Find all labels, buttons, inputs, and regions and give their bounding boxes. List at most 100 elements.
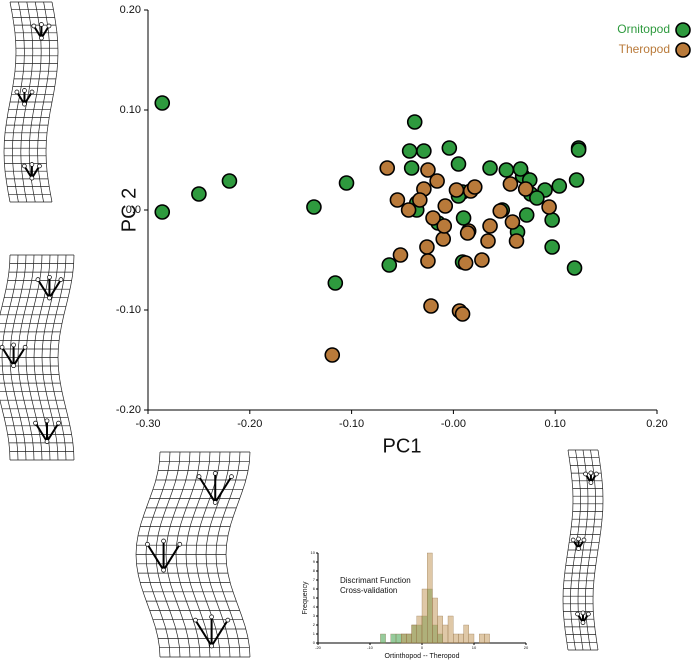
point — [551, 178, 568, 194]
legend-label: Theropod — [619, 42, 670, 56]
point — [403, 160, 420, 176]
landmark — [212, 500, 218, 505]
landmark — [31, 23, 37, 29]
histogram-bar — [395, 633, 402, 644]
landmark — [29, 162, 35, 167]
landmark — [46, 23, 52, 29]
histogram-bar — [406, 633, 412, 644]
histogram-bar — [447, 615, 454, 644]
landmark — [580, 620, 586, 625]
landmark — [145, 541, 150, 547]
inset-x-tick-label: 10 — [472, 645, 477, 650]
landmark — [229, 474, 234, 479]
point — [517, 181, 534, 197]
point — [416, 143, 432, 159]
point — [541, 199, 557, 215]
histogram-bar — [390, 633, 397, 644]
inset-x-label: Ortinthopod -- Theropod — [385, 653, 460, 660]
footprint — [1, 344, 26, 367]
inset-title: Discrimant Function — [340, 576, 411, 585]
point — [529, 190, 545, 206]
landmark — [29, 175, 35, 181]
x-tick-label: -0.10 — [339, 418, 364, 430]
point — [566, 260, 583, 276]
landmark — [39, 22, 44, 27]
inset-y-tick-label: 9 — [313, 559, 316, 564]
point — [379, 160, 396, 176]
point — [327, 275, 344, 291]
landmark — [35, 277, 41, 282]
point — [154, 204, 171, 220]
point — [518, 207, 535, 223]
point — [544, 239, 560, 255]
landmark — [58, 277, 64, 282]
point — [450, 156, 467, 172]
point — [570, 142, 587, 158]
point — [406, 114, 423, 130]
point — [455, 210, 472, 226]
histogram-bar — [458, 633, 464, 644]
histogram-bar — [380, 633, 386, 644]
landmark — [593, 471, 599, 477]
landmark — [44, 418, 50, 424]
inset-y-tick-label: 3 — [313, 613, 316, 618]
histogram-bar — [432, 597, 438, 644]
landmark — [209, 643, 214, 649]
inset-y-tick-label: 1 — [313, 631, 316, 636]
inset-y-tick-label: 4 — [313, 604, 316, 609]
deformation-grids — [0, 1, 604, 658]
landmark — [37, 163, 42, 169]
landmark — [47, 295, 52, 301]
landmark — [177, 541, 183, 547]
grid-mesh — [0, 254, 75, 461]
landmark — [583, 471, 588, 477]
landmark — [56, 420, 61, 426]
inset-y-tick-label: 8 — [313, 568, 316, 573]
histogram-bar — [484, 633, 490, 644]
histogram-bar — [479, 633, 485, 644]
point — [568, 172, 585, 188]
landmark — [21, 163, 27, 169]
point — [504, 214, 521, 230]
inset-y-tick-label: 5 — [313, 595, 316, 600]
landmark — [39, 35, 44, 41]
point — [392, 247, 409, 263]
x-axis-label: PC1 — [383, 435, 422, 457]
landmark — [193, 617, 198, 623]
point — [389, 192, 406, 208]
y-tick-label: 0.20 — [120, 4, 141, 16]
footprint — [198, 473, 233, 504]
inset-y-tick-label: 10 — [311, 550, 316, 555]
point — [324, 347, 341, 363]
landmark — [580, 610, 586, 616]
point — [482, 160, 498, 176]
point — [191, 186, 207, 202]
x-tick-label: -0.30 — [135, 418, 160, 430]
landmark — [225, 617, 231, 623]
point — [338, 175, 355, 191]
point — [412, 192, 428, 208]
y-axis-label: PC 2 — [118, 188, 140, 232]
point — [425, 210, 441, 226]
landmark — [570, 537, 576, 543]
point — [544, 212, 560, 228]
x-tick-label: 0.20 — [646, 418, 667, 430]
inset-x-tick-label: 0 — [421, 645, 424, 650]
landmark — [588, 480, 594, 485]
point — [429, 173, 445, 189]
footprint — [194, 616, 229, 647]
landmark — [22, 344, 28, 350]
inset-y-tick-label: 7 — [313, 577, 316, 582]
point — [459, 225, 476, 241]
point — [420, 162, 436, 178]
footprint — [146, 541, 181, 571]
y-tick-label: -0.10 — [116, 304, 141, 316]
histogram-bar — [468, 633, 475, 644]
point — [381, 257, 398, 273]
point — [154, 95, 171, 111]
x-tick-label: -0.20 — [237, 418, 262, 430]
point — [419, 239, 435, 255]
histogram-bar — [463, 624, 469, 644]
landmark — [14, 89, 20, 95]
